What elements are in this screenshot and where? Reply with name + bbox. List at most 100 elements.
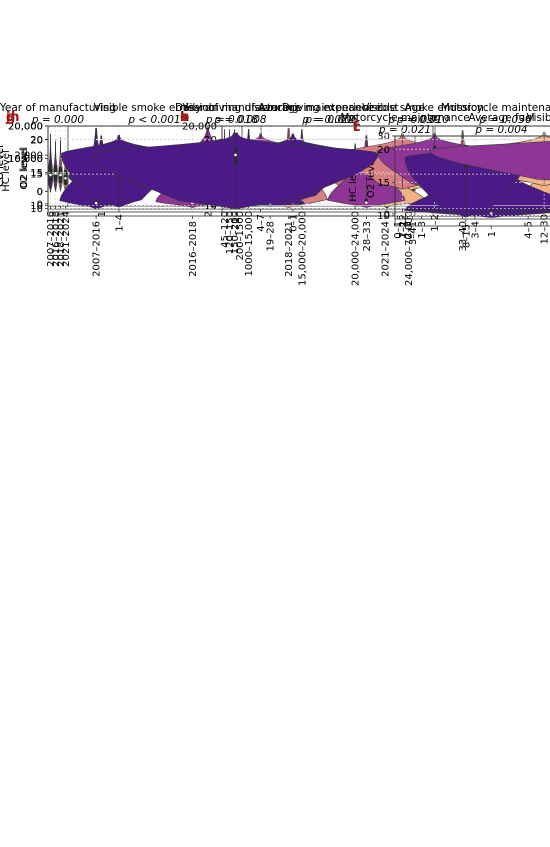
x-tick-label: 120–150 bbox=[225, 211, 236, 254]
y-tick-label: 20 bbox=[30, 135, 43, 146]
x-tick-label: 19–28 bbox=[266, 221, 277, 251]
x-tick-label: 1–4 bbox=[114, 214, 125, 232]
panel-title: Year of manufacturing bbox=[0, 102, 116, 114]
x-tick-label: 2–3 bbox=[403, 221, 414, 239]
y-tick-label: 0 bbox=[37, 187, 43, 198]
panel-pvalue: p < 0.001 bbox=[127, 114, 180, 126]
x-tick-label: 2021–2024 bbox=[380, 221, 391, 277]
panel-pvalue: p = 0.022 bbox=[301, 114, 355, 126]
panel-title: Age bbox=[404, 102, 424, 114]
panel-letter: h bbox=[180, 110, 189, 125]
panel-letter: j bbox=[5, 110, 10, 125]
panel-letter: k bbox=[180, 110, 189, 125]
y-tick-label: 10 bbox=[204, 201, 217, 212]
x-tick-label: 1 bbox=[231, 217, 242, 223]
x-tick-label: 3–4 bbox=[470, 221, 481, 239]
x-tick-label: 7–12 bbox=[398, 214, 409, 238]
y-tick-label: 0 bbox=[37, 187, 43, 198]
x-tick-label: 150–200 bbox=[230, 211, 241, 254]
y-axis-label: O2 level bbox=[366, 157, 377, 198]
panel-title: Motorcycle maintenance bbox=[340, 112, 469, 124]
y-tick-label: 20,000 bbox=[182, 122, 217, 133]
panel-title: Visible smoke emission bbox=[527, 112, 550, 124]
panel-letter: g bbox=[6, 110, 15, 125]
panel-letter: a bbox=[6, 110, 15, 125]
violin-median bbox=[489, 212, 493, 215]
panel-letter: b bbox=[180, 110, 189, 125]
y-axis-label: O2 level bbox=[19, 148, 30, 189]
x-tick-label: 1 bbox=[97, 211, 108, 217]
violin-iqr-box bbox=[48, 163, 53, 184]
panel-letter: m bbox=[6, 110, 20, 125]
y-tick-label: 15 bbox=[377, 178, 390, 189]
panel-pvalue: p = 0.000 bbox=[31, 114, 85, 126]
y-tick-label: 10,000 bbox=[8, 154, 43, 165]
y-tick-label: 20 bbox=[377, 145, 390, 156]
x-tick-label: 1–2 bbox=[430, 214, 441, 232]
x-tick-label: 2 bbox=[203, 211, 214, 217]
y-tick-label: 10 bbox=[377, 211, 390, 222]
panel-title: Motorcycle maintenance bbox=[441, 102, 550, 114]
x-tick-label: 2016–2018 bbox=[51, 211, 62, 267]
y-tick-label: 20,000 bbox=[8, 122, 43, 133]
x-tick-label: 200–1500 bbox=[235, 211, 246, 261]
panel-letter: c bbox=[353, 120, 361, 135]
x-tick-label: 2021–2024 bbox=[61, 211, 72, 267]
y-tick-label: 20 bbox=[30, 135, 43, 146]
x-tick-label: 2007–2016 bbox=[46, 211, 57, 267]
violin-median bbox=[234, 153, 237, 157]
panel-pvalue: p = 0.010 bbox=[396, 114, 450, 126]
x-tick-label: 15,000–20,000 bbox=[297, 211, 308, 286]
x-tick-label: 2007–2016 bbox=[92, 221, 103, 277]
y-tick-label: 30 bbox=[377, 132, 390, 143]
panel-title: Average fuel bbox=[468, 112, 534, 124]
panel-title: Visible smoke emission bbox=[94, 102, 216, 114]
plot-frame bbox=[47, 125, 550, 213]
panel-pvalue: p = 0.036 bbox=[478, 114, 532, 126]
panel-title: Driving experience bbox=[282, 102, 381, 114]
panel-pvalue: p = 0.006 bbox=[304, 114, 358, 126]
x-tick-label: 33–40 bbox=[458, 221, 469, 251]
x-tick-label: 4–5 bbox=[524, 221, 535, 239]
x-tick-label: 45–120 bbox=[220, 211, 231, 248]
panel-letter: d bbox=[6, 110, 15, 125]
y-tick-label: 10 bbox=[30, 204, 43, 215]
x-tick-label: 1000–15,000 bbox=[244, 211, 255, 276]
plot-frame bbox=[394, 135, 550, 220]
panel-letter: l bbox=[353, 120, 357, 135]
y-axis-label: CO level bbox=[0, 145, 6, 187]
violin-2 bbox=[429, 141, 550, 181]
violin-median bbox=[365, 201, 368, 204]
panel-letter: e bbox=[180, 110, 189, 125]
y-axis-label: HC level bbox=[348, 160, 359, 201]
panel-title: Visible smoke emission bbox=[362, 102, 484, 114]
panel-title: Average maintenance cost bbox=[258, 102, 398, 114]
y-axis-label: O2 level bbox=[19, 147, 30, 188]
y-axis-label: HC level bbox=[1, 150, 12, 191]
panel-pvalue: p = 0.018 bbox=[205, 114, 259, 126]
panel-pvalue: p = 0.039 bbox=[387, 114, 441, 126]
y-tick-label: 10 bbox=[30, 201, 43, 212]
y-tick-label: 2,000 bbox=[14, 151, 43, 162]
y-tick-label: 15 bbox=[30, 168, 43, 179]
y-axis-label: CO level bbox=[0, 145, 6, 187]
panel-title: Year of manufacturing bbox=[181, 102, 298, 114]
x-tick-label: 12–30 bbox=[540, 214, 550, 244]
violin-median bbox=[64, 176, 67, 180]
x-tick-label: 1–3 bbox=[417, 221, 428, 239]
x-tick-label: 2016–2018 bbox=[188, 221, 199, 277]
y-tick-label: 10,000 bbox=[8, 154, 43, 165]
y-tick-label: 20,000 bbox=[8, 122, 43, 133]
x-tick-label: 4–7 bbox=[256, 214, 267, 232]
x-tick-label: 0–1 bbox=[288, 214, 299, 232]
x-tick-label: 8–15 bbox=[461, 224, 472, 248]
x-tick-label: 3–41 bbox=[408, 221, 419, 245]
x-tick-label: 20,000–24,000 bbox=[351, 211, 362, 286]
x-tick-label: 24,000–70,000 bbox=[404, 211, 415, 286]
x-tick-label: 1–2 bbox=[398, 221, 409, 239]
panel-title: Daily driving distance bbox=[175, 102, 289, 114]
y-tick-label: 20 bbox=[204, 135, 217, 146]
